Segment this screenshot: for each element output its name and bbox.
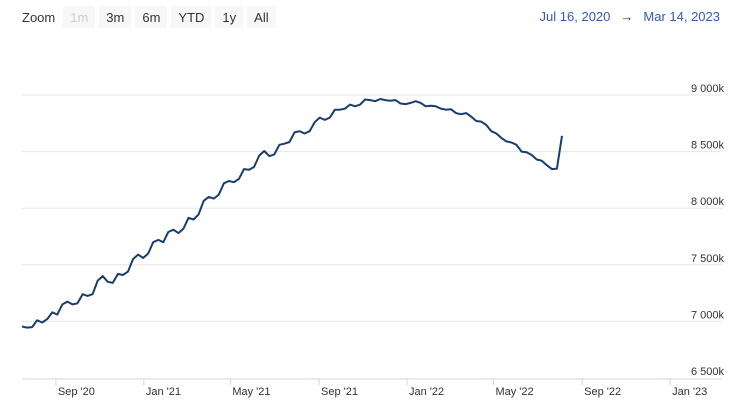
x-tick-label: May '22 [495,386,533,398]
range-arrow-icon: → [620,9,634,24]
x-tick-label: Jan '23 [672,386,707,398]
x-tick-label: Jan '21 [146,386,181,398]
y-tick-label: 6 500k [691,366,725,378]
zoom-label: Zoom [22,9,56,25]
y-tick-label: 9 000k [691,83,725,95]
zoom-1m-button[interactable]: 1m [63,6,96,28]
y-tick-label: 8 500k [691,140,725,152]
zoom-3m-button[interactable]: 3m [99,6,132,28]
y-tick-label: 7 000k [691,309,725,321]
range-selector: Zoom 1m 3m 6m YTD 1y All [0,6,276,28]
zoom-6m-button[interactable]: 6m [135,6,168,28]
x-tick-label: May '21 [232,386,270,398]
y-tick-label: 7 500k [691,253,725,265]
x-tick-label: Jan '22 [409,386,444,398]
range-to-date[interactable]: Mar 14, 2023 [643,9,720,24]
chart-gridlines [22,94,722,322]
y-axis-ticks: 6 500k 7 000k 7 500k 8 000k 8 500k 9 000k [691,83,725,378]
x-axis-ticks: Sep '20 Jan '21 May '21 Sep '21 Jan '22 May '… [55,379,707,398]
y-tick-label: 8 000k [691,196,725,208]
x-tick-label: Sep '20 [58,386,95,398]
x-tick-label: Sep '21 [321,386,358,398]
zoom-ytd-button[interactable]: YTD [171,6,212,28]
series-line [21,98,563,329]
zoom-all-button[interactable]: All [247,6,276,28]
zoom-1y-button[interactable]: 1y [215,6,244,28]
range-from-date[interactable]: Jul 16, 2020 [539,9,611,24]
date-range: Jul 16, 2020 → Mar 14, 2023 [540,9,720,24]
x-tick-label: Sep '22 [584,386,621,398]
